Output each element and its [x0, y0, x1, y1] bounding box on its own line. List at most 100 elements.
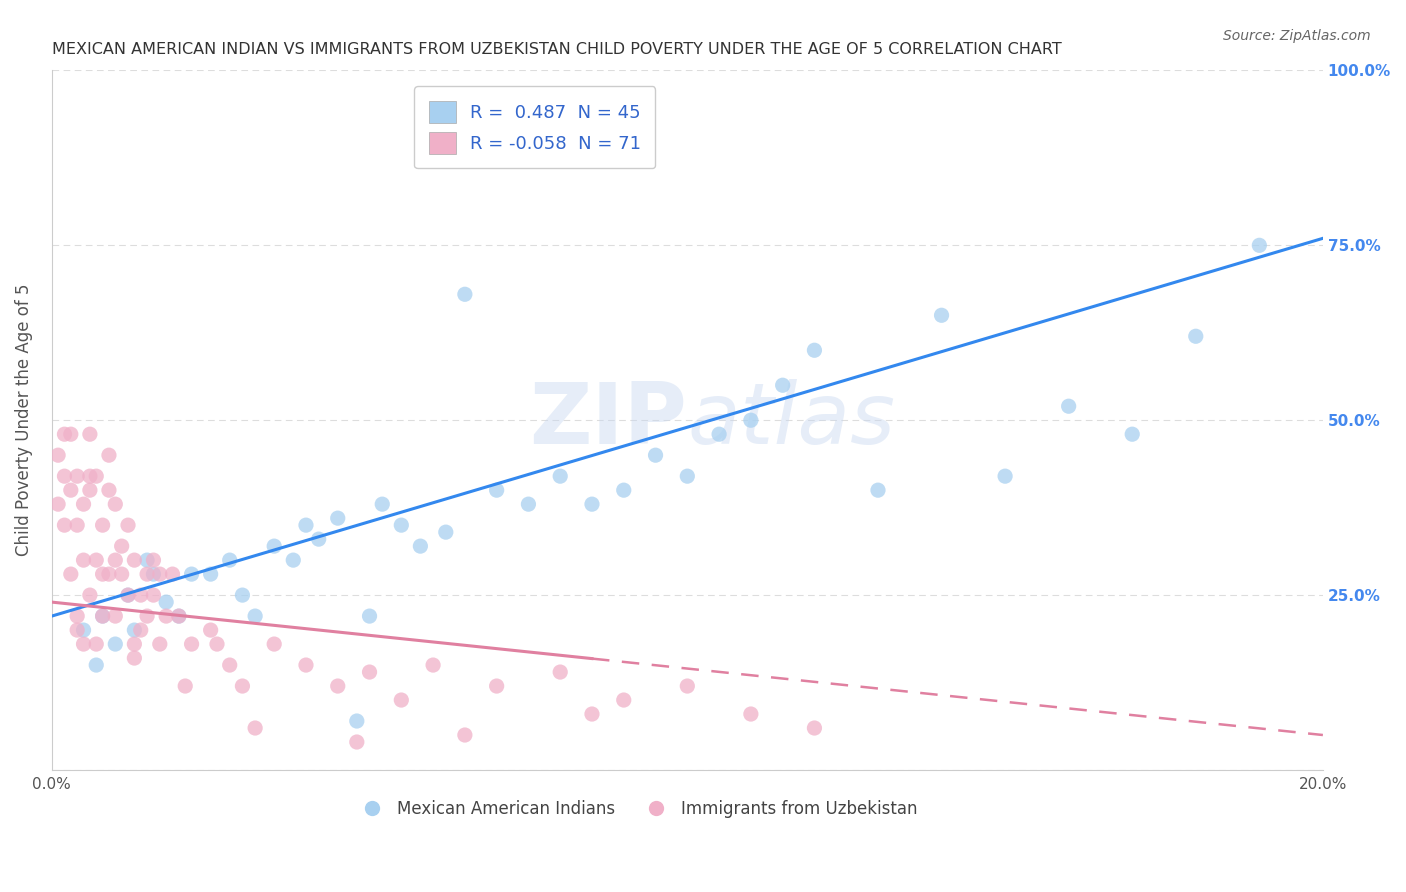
Point — [104, 609, 127, 624]
Point — [97, 483, 120, 498]
Point — [124, 623, 146, 637]
Point — [389, 518, 412, 533]
Point — [124, 651, 146, 665]
Point — [84, 553, 107, 567]
Point — [162, 567, 184, 582]
Point — [218, 658, 240, 673]
Point — [136, 553, 159, 567]
Point — [167, 609, 190, 624]
Point — [104, 553, 127, 567]
Point — [111, 539, 134, 553]
Point — [142, 553, 165, 567]
Point — [72, 497, 94, 511]
Point — [91, 609, 114, 624]
Point — [326, 511, 349, 525]
Point — [155, 595, 177, 609]
Point — [53, 518, 76, 533]
Point — [104, 637, 127, 651]
Point — [295, 658, 318, 673]
Point — [740, 706, 762, 721]
Point — [136, 609, 159, 624]
Point — [59, 567, 82, 582]
Point — [1057, 399, 1080, 413]
Point — [72, 553, 94, 567]
Point — [389, 693, 412, 707]
Legend: Mexican American Indians, Immigrants from Uzbekistan: Mexican American Indians, Immigrants fro… — [349, 793, 925, 824]
Point — [91, 518, 114, 533]
Point — [117, 588, 139, 602]
Point — [517, 497, 540, 511]
Point — [676, 679, 699, 693]
Point — [434, 525, 457, 540]
Point — [308, 532, 330, 546]
Point — [263, 637, 285, 651]
Point — [200, 567, 222, 582]
Point — [59, 483, 82, 498]
Text: Source: ZipAtlas.com: Source: ZipAtlas.com — [1223, 29, 1371, 43]
Point — [136, 567, 159, 582]
Point — [79, 469, 101, 483]
Point — [243, 721, 266, 735]
Point — [180, 567, 202, 582]
Point — [548, 665, 571, 679]
Point — [740, 413, 762, 427]
Point — [346, 735, 368, 749]
Point — [803, 343, 825, 358]
Point — [803, 721, 825, 735]
Point — [97, 448, 120, 462]
Point — [205, 637, 228, 651]
Point — [931, 308, 953, 322]
Point — [66, 518, 89, 533]
Point — [84, 469, 107, 483]
Point — [129, 588, 152, 602]
Point — [346, 714, 368, 728]
Point — [79, 588, 101, 602]
Text: atlas: atlas — [688, 379, 896, 462]
Point — [409, 539, 432, 553]
Point — [581, 706, 603, 721]
Point — [124, 637, 146, 651]
Point — [104, 497, 127, 511]
Point — [149, 637, 172, 651]
Point — [174, 679, 197, 693]
Point — [283, 553, 305, 567]
Point — [66, 623, 89, 637]
Point — [111, 567, 134, 582]
Point — [117, 588, 139, 602]
Point — [994, 469, 1017, 483]
Point — [454, 287, 477, 301]
Point — [72, 623, 94, 637]
Point — [53, 469, 76, 483]
Point — [200, 623, 222, 637]
Point — [1249, 238, 1271, 252]
Point — [46, 448, 69, 462]
Point — [485, 483, 508, 498]
Point — [231, 588, 253, 602]
Point — [613, 483, 636, 498]
Point — [46, 497, 69, 511]
Point — [371, 497, 394, 511]
Point — [79, 427, 101, 442]
Point — [1121, 427, 1143, 442]
Point — [91, 609, 114, 624]
Point — [359, 665, 381, 679]
Point — [72, 637, 94, 651]
Point — [326, 679, 349, 693]
Point — [644, 448, 666, 462]
Y-axis label: Child Poverty Under the Age of 5: Child Poverty Under the Age of 5 — [15, 284, 32, 557]
Point — [772, 378, 794, 392]
Point — [155, 609, 177, 624]
Point — [117, 518, 139, 533]
Point — [59, 427, 82, 442]
Point — [84, 637, 107, 651]
Point — [359, 609, 381, 624]
Point — [231, 679, 253, 693]
Point — [149, 567, 172, 582]
Point — [53, 427, 76, 442]
Point — [485, 679, 508, 693]
Point — [66, 469, 89, 483]
Point — [167, 609, 190, 624]
Point — [79, 483, 101, 498]
Point — [866, 483, 889, 498]
Point — [91, 567, 114, 582]
